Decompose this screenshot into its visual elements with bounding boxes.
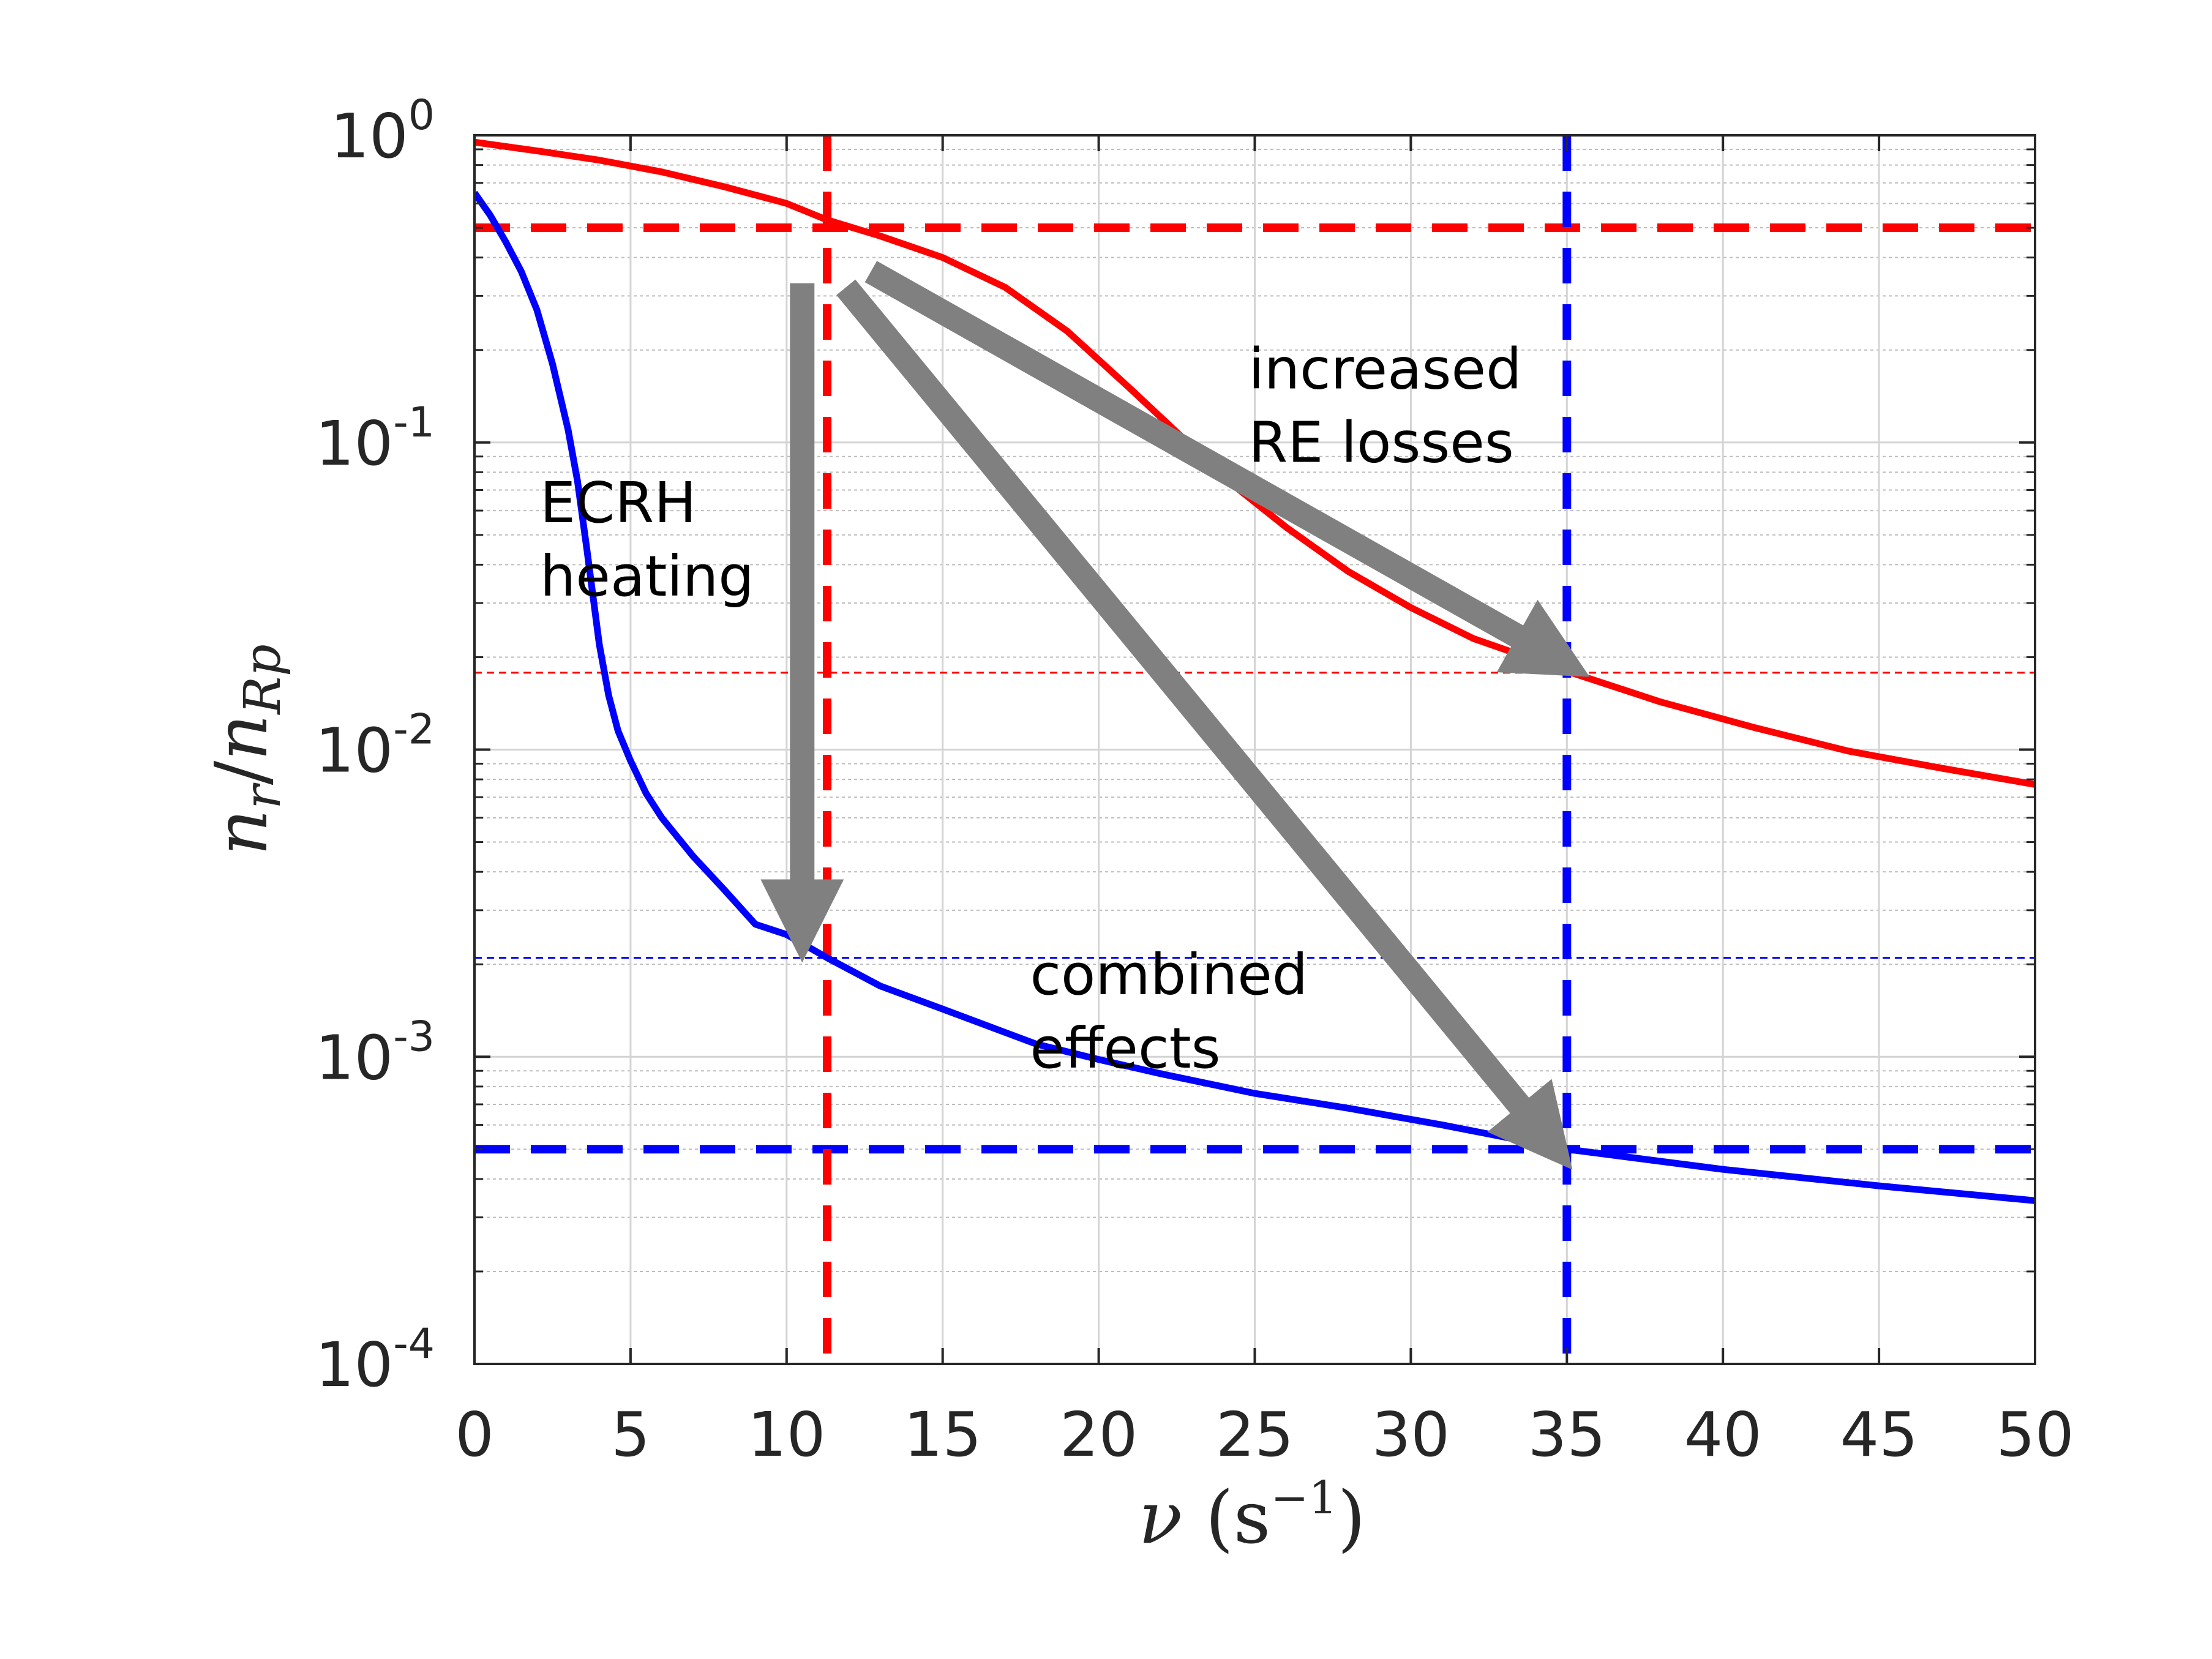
series-line-blue — [474, 190, 2035, 1204]
series-layer — [474, 138, 2035, 1204]
x-axis-unit-exponent: −1 — [1270, 1472, 1337, 1524]
x-tick-label: 15 — [904, 1399, 981, 1470]
y-tick-label: 10-1 — [315, 399, 435, 479]
annotation-layer: ECRH heating increased RE losses combined eff… — [540, 336, 1521, 1080]
x-tick-label: 40 — [1684, 1399, 1762, 1470]
annotation-line: increased — [1248, 336, 1521, 402]
x-axis-unit: s — [1234, 1475, 1271, 1560]
y-tick-exponent: -3 — [393, 1013, 435, 1061]
annotation-line: combined — [1030, 942, 1308, 1008]
arrow-layer — [760, 261, 1590, 1170]
annotation-line: ECRH — [540, 470, 696, 536]
annotation-text-3: combined effects — [1030, 942, 1308, 1081]
series-line-red — [474, 138, 2035, 788]
x-tick-labels: 0 5 10 15 20 25 30 35 40 45 50 — [455, 1399, 2074, 1470]
x-tick-label: 25 — [1216, 1399, 1294, 1470]
y-tick-base: 10 — [315, 408, 393, 479]
annotation-arrow-3 — [836, 279, 1573, 1170]
y-tick-exponent: -1 — [393, 399, 435, 447]
x-tick-label: 35 — [1528, 1399, 1606, 1470]
x-tick-label: 30 — [1372, 1399, 1450, 1470]
x-axis-symbol: ν — [1139, 1475, 1183, 1560]
y-axis-denominator: n — [199, 714, 283, 761]
x-tick-label: 0 — [455, 1399, 494, 1470]
x-tick-label: 20 — [1060, 1399, 1138, 1470]
y-tick-exponent: -4 — [393, 1320, 435, 1368]
annotation-text-2: increased RE losses — [1248, 336, 1521, 475]
x-tick-label: 5 — [611, 1399, 650, 1470]
tick-marks — [473, 134, 2036, 1365]
y-axis-numerator-subscript: r — [234, 782, 292, 809]
y-tick-exponent: -2 — [393, 706, 435, 754]
annotation-line: effects — [1030, 1016, 1220, 1081]
y-tick-base: 10 — [315, 1329, 393, 1401]
annotation-line: heating — [540, 544, 754, 609]
x-axis-label: ν (s−1) — [1139, 1472, 1366, 1560]
annotation-text-1: ECRH heating — [540, 470, 754, 609]
y-axis-denominator-subscript: Rp — [234, 644, 292, 715]
y-tick-base: 10 — [330, 100, 408, 172]
y-tick-base: 10 — [315, 1022, 393, 1093]
x-tick-label: 10 — [748, 1399, 825, 1470]
axes-box — [473, 134, 2036, 1365]
y-tick-label: 100 — [330, 91, 435, 172]
y-axis-numerator: n — [199, 809, 283, 856]
y-tick-label: 10-4 — [315, 1320, 435, 1401]
y-tick-label: 10-3 — [315, 1013, 435, 1093]
y-tick-exponent: 0 — [408, 91, 435, 140]
x-tick-label: 45 — [1840, 1399, 1918, 1470]
annotation-arrow-2 — [864, 261, 1590, 677]
x-tick-label: 50 — [1996, 1399, 2074, 1470]
y-tick-base: 10 — [315, 715, 393, 787]
y-axis-slash: / — [199, 760, 283, 785]
y-axis-label: nr/nRp — [199, 644, 292, 855]
y-tick-label: 10-2 — [315, 706, 435, 787]
annotation-line: RE losses — [1248, 410, 1514, 475]
